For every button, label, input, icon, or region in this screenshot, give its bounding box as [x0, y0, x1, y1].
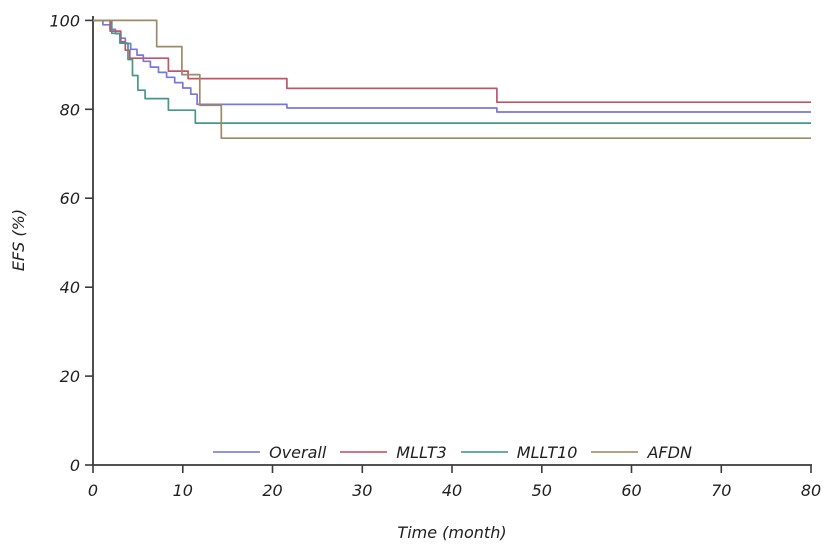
- x-axis-title: Time (month): [397, 523, 506, 542]
- series-line-afdn: [93, 19, 811, 140]
- legend-line-swatch-overall: [213, 451, 261, 453]
- x-tick-label: 60: [621, 481, 641, 500]
- series-line-mllt10: [93, 19, 811, 124]
- x-tick-label: 0: [88, 481, 98, 500]
- legend-item-overall: Overall: [213, 443, 326, 462]
- x-tick-label: 20: [262, 481, 282, 500]
- y-tick-label: 60: [60, 189, 80, 208]
- y-tick-label: 40: [60, 278, 80, 297]
- x-tick-label: 40: [442, 481, 462, 500]
- legend-label-afdn: AFDN: [647, 442, 692, 462]
- legend-line-swatch-mllt3: [340, 451, 388, 453]
- legend-item-afdn: AFDN: [591, 442, 692, 462]
- legend: Overall MLLT3 MLLT10 AFDN: [93, 441, 812, 463]
- series-line-mllt3: [93, 19, 811, 104]
- y-axis-title: EFS (%): [9, 209, 28, 271]
- x-tick-label: 80: [801, 481, 821, 500]
- x-tick-label: 50: [532, 481, 552, 500]
- y-tick-label: 80: [60, 100, 80, 119]
- y-tick-label: 20: [60, 367, 80, 386]
- x-tick-label: 30: [352, 481, 372, 500]
- x-tick-label: 70: [711, 481, 731, 500]
- legend-line-swatch-mllt10: [460, 451, 508, 453]
- series-lines: [93, 19, 811, 140]
- legend-item-mllt10: MLLT10: [460, 442, 578, 462]
- y-tick-label: 0: [70, 456, 80, 475]
- legend-label-mllt3: MLLT3: [396, 442, 447, 462]
- x-tick-label: 10: [173, 481, 193, 500]
- series-line-overall: [93, 19, 811, 113]
- legend-item-mllt3: MLLT3: [340, 443, 447, 462]
- legend-line-swatch-afdn: [591, 451, 639, 453]
- legend-label-overall: Overall: [269, 442, 327, 462]
- legend-label-mllt10: MLLT10: [516, 442, 578, 462]
- axes: 0 20 40 60 80 100 0 10 20 30 40 50 60 70 80: [49, 11, 821, 500]
- y-tick-label: 100: [49, 11, 80, 30]
